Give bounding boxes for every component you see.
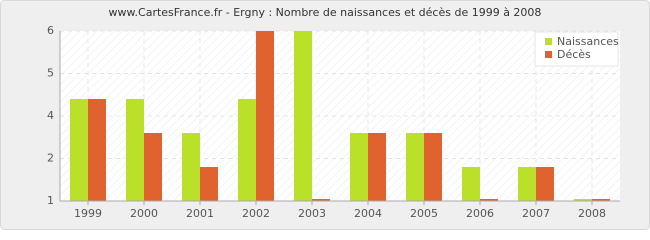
legend bbox=[534, 31, 619, 67]
bar bbox=[294, 31, 312, 201]
legend-label: Naissances bbox=[557, 35, 619, 48]
bar bbox=[574, 199, 592, 201]
x-tick-label: 2006 bbox=[466, 207, 494, 220]
y-tick-label: 6 bbox=[47, 24, 54, 37]
x-tick-label: 2004 bbox=[354, 207, 382, 220]
bar bbox=[200, 167, 218, 201]
bar bbox=[88, 99, 106, 201]
bar bbox=[592, 199, 610, 201]
x-tick-label: 2001 bbox=[186, 207, 214, 220]
bar bbox=[256, 31, 274, 201]
chart-title: www.CartesFrance.fr - Ergny : Nombre de … bbox=[109, 6, 542, 19]
y-tick-label: 1 bbox=[47, 194, 54, 207]
bar bbox=[406, 133, 424, 201]
x-tick-label: 2005 bbox=[410, 207, 438, 220]
legend-label: Décès bbox=[557, 48, 591, 61]
bar bbox=[182, 133, 200, 201]
y-tick-label: 2 bbox=[47, 152, 54, 165]
bar bbox=[536, 167, 554, 201]
x-tick-label: 2000 bbox=[130, 207, 158, 220]
bar bbox=[350, 133, 368, 201]
bar bbox=[462, 167, 480, 201]
bar bbox=[480, 199, 498, 201]
y-tick-label: 5 bbox=[47, 67, 54, 80]
bar bbox=[424, 133, 442, 201]
chart: www.CartesFrance.fr - Ergny : Nombre de … bbox=[0, 0, 650, 230]
bar bbox=[312, 199, 330, 201]
bar bbox=[238, 99, 256, 201]
x-tick-label: 2002 bbox=[242, 207, 270, 220]
x-tick-label: 2008 bbox=[578, 207, 606, 220]
y-tick-label: 4 bbox=[47, 109, 54, 122]
x-tick-label: 2003 bbox=[298, 207, 326, 220]
legend-swatch bbox=[545, 38, 552, 45]
bar bbox=[368, 133, 386, 201]
bar bbox=[126, 99, 144, 201]
legend-swatch bbox=[545, 51, 552, 58]
bar bbox=[518, 167, 536, 201]
x-tick-label: 1999 bbox=[74, 207, 102, 220]
bar bbox=[144, 133, 162, 201]
bar bbox=[70, 99, 88, 201]
x-tick-label: 2007 bbox=[522, 207, 550, 220]
